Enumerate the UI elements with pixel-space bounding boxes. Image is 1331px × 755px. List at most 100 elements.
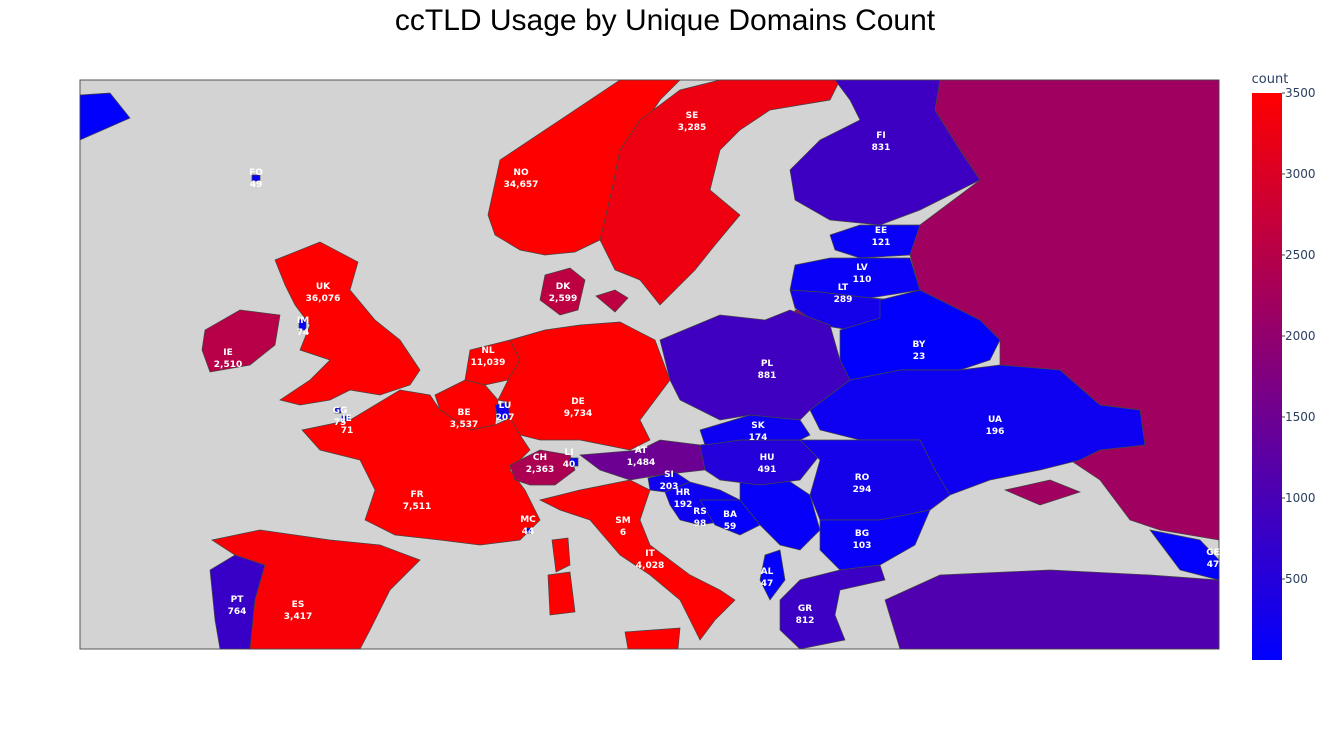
country bbox=[334, 407, 342, 414]
colorbar bbox=[1252, 93, 1282, 660]
country bbox=[251, 174, 261, 182]
country-code: LI bbox=[564, 448, 573, 458]
country-code: RO bbox=[855, 473, 870, 483]
value-label: 2,363 bbox=[526, 465, 554, 475]
value-label: 23 bbox=[913, 352, 926, 362]
value-label: 764 bbox=[228, 607, 247, 617]
country bbox=[539, 267, 629, 316]
value-label: 110 bbox=[853, 275, 872, 285]
value-label: 71 bbox=[341, 426, 354, 436]
value-label: 4,028 bbox=[636, 561, 664, 571]
country-code: BE bbox=[457, 408, 470, 418]
country bbox=[201, 309, 281, 373]
country bbox=[569, 457, 579, 467]
country-code: SK bbox=[751, 421, 765, 431]
country-code: PT bbox=[231, 595, 245, 605]
chart-title: ccTLD Usage by Unique Domains Count bbox=[395, 4, 936, 37]
value-label: 40 bbox=[563, 460, 576, 470]
country bbox=[538, 479, 736, 650]
country-code: BG bbox=[855, 529, 869, 539]
value-label: 294 bbox=[853, 485, 872, 495]
country bbox=[497, 321, 671, 451]
country-code: SI bbox=[664, 470, 674, 480]
country bbox=[659, 309, 851, 421]
country-code: MC bbox=[520, 515, 536, 525]
colorbar-tick-label: 1500 bbox=[1285, 410, 1316, 424]
value-label: 174 bbox=[749, 433, 768, 443]
country bbox=[211, 529, 421, 650]
country-code: FI bbox=[876, 131, 886, 141]
country-code: LU bbox=[499, 401, 512, 411]
country bbox=[829, 224, 921, 259]
country-code: EE bbox=[875, 226, 887, 236]
country-code: FR bbox=[410, 490, 423, 500]
country bbox=[789, 79, 981, 226]
value-label: 34,657 bbox=[504, 180, 539, 190]
country-code: NL bbox=[481, 346, 495, 356]
value-label: 207 bbox=[496, 413, 515, 423]
country bbox=[599, 79, 841, 306]
country-code: IT bbox=[645, 549, 655, 559]
country-code: GE bbox=[1206, 548, 1220, 558]
value-label: 49 bbox=[250, 180, 263, 190]
country bbox=[1149, 529, 1220, 581]
colorbar-tick-label: 3000 bbox=[1285, 167, 1316, 181]
value-label: 98 bbox=[694, 519, 707, 529]
value-label: 3,537 bbox=[450, 420, 478, 430]
country-code: AT bbox=[635, 446, 648, 456]
map: FO 49 NO 34,657 SE 3,285 FI 831 EE 121 LV 110 LT 289 B… bbox=[79, 79, 1220, 650]
colorbar-tick-label: 2500 bbox=[1285, 248, 1316, 262]
value-label: 75 bbox=[334, 418, 347, 428]
value-label: 3,285 bbox=[678, 123, 706, 133]
country-code: DE bbox=[571, 397, 585, 407]
country-code: NO bbox=[513, 168, 529, 178]
country-code: RS bbox=[693, 507, 706, 517]
value-label: 491 bbox=[758, 465, 777, 475]
value-label: 47 bbox=[1207, 560, 1220, 570]
country bbox=[509, 449, 576, 486]
value-label: 881 bbox=[758, 371, 777, 381]
value-label: 44 bbox=[522, 527, 535, 537]
value-label: 6 bbox=[620, 528, 626, 538]
value-label: 289 bbox=[834, 295, 853, 305]
value-label: 2,510 bbox=[214, 360, 242, 370]
country bbox=[884, 569, 1220, 650]
country bbox=[699, 499, 761, 536]
country bbox=[525, 527, 532, 534]
country-code: LV bbox=[856, 263, 867, 273]
colorbar-tick-label: 3500 bbox=[1285, 86, 1316, 100]
country-code: BA bbox=[723, 510, 737, 520]
colorbar-tick-label: 2000 bbox=[1285, 329, 1316, 343]
value-label: 7,511 bbox=[403, 502, 431, 512]
country-code: SE bbox=[686, 111, 699, 121]
colorbar-title: count bbox=[1252, 72, 1289, 87]
country-code: PL bbox=[761, 359, 774, 369]
value-label: 36,076 bbox=[306, 294, 341, 304]
country-code: HU bbox=[760, 453, 775, 463]
country-code: UK bbox=[316, 282, 331, 292]
value-label: 203 bbox=[660, 482, 679, 492]
country-code: LT bbox=[838, 283, 849, 293]
country bbox=[779, 564, 886, 650]
country-code: ES bbox=[292, 600, 305, 610]
value-label: 812 bbox=[796, 616, 815, 626]
country-code: JE bbox=[341, 414, 352, 424]
value-label: 9,734 bbox=[564, 409, 592, 419]
country-code: DK bbox=[556, 282, 571, 292]
country bbox=[298, 317, 307, 331]
country-code: UA bbox=[988, 415, 1002, 425]
country-code: AL bbox=[761, 567, 774, 577]
value-label: 103 bbox=[853, 541, 872, 551]
country-code: GR bbox=[798, 604, 812, 614]
value-label: 1,484 bbox=[627, 458, 655, 468]
country-code: BY bbox=[913, 340, 926, 350]
country bbox=[79, 92, 131, 141]
country-code: SM bbox=[615, 516, 630, 526]
country-code: CH bbox=[533, 453, 547, 463]
colorbar-tick-label: 500 bbox=[1285, 572, 1308, 586]
country bbox=[759, 549, 786, 601]
value-label: 3,417 bbox=[284, 612, 312, 622]
country-code: IM bbox=[297, 316, 309, 326]
value-label: 831 bbox=[872, 143, 891, 153]
